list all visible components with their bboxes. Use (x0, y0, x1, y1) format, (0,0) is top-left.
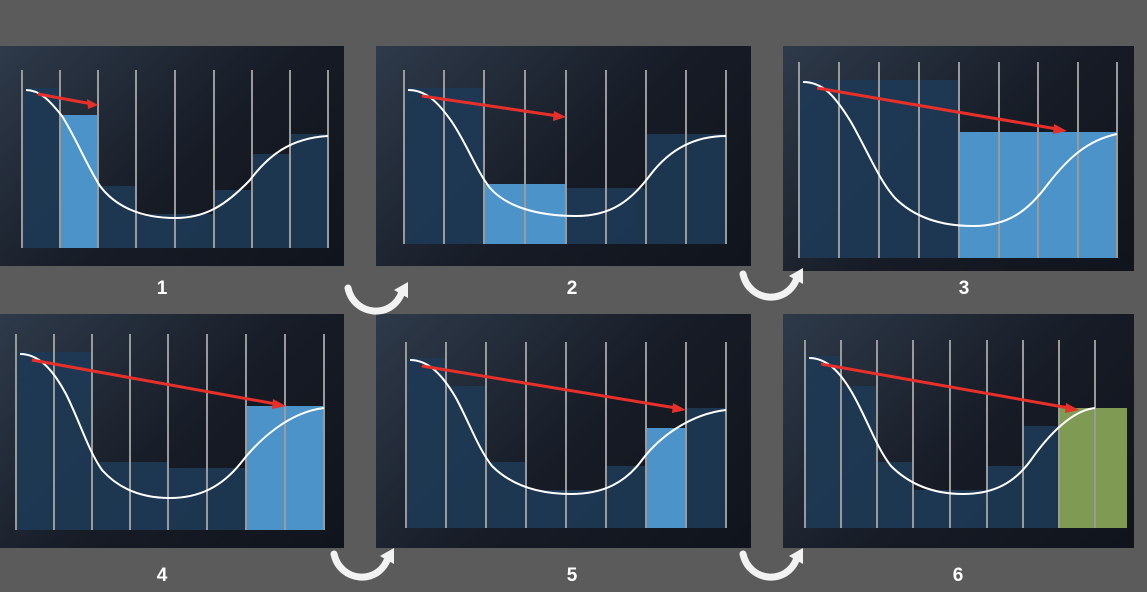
arrow-head (87, 99, 98, 109)
curved-arrow-icon (344, 282, 408, 315)
bar (446, 386, 486, 528)
step-panel-3 (783, 46, 1134, 271)
step-panel-4 (0, 314, 344, 548)
arrow-line (421, 94, 559, 118)
arrow-head (272, 399, 286, 409)
bar (98, 186, 136, 248)
highlighted-bar (646, 428, 686, 528)
grid-lines (804, 340, 1096, 528)
step-number-1: 1 (156, 278, 168, 299)
bars (22, 88, 328, 248)
arrow-head (553, 111, 566, 121)
arrow-head (1053, 124, 1067, 134)
panel-3-graphic (798, 62, 1118, 258)
bar (606, 466, 646, 528)
final-bar (1059, 408, 1127, 528)
bar (22, 88, 60, 248)
bar (1023, 426, 1059, 528)
bar (252, 154, 290, 248)
arrow-line (421, 364, 677, 410)
step-number-6: 6 (952, 565, 964, 586)
arrow-line (820, 362, 1070, 410)
step-number-5: 5 (566, 565, 578, 586)
panel-1-graphic (21, 70, 329, 248)
grid-lines (405, 342, 727, 528)
grid-lines (15, 334, 325, 530)
curve (407, 89, 727, 218)
curve (409, 359, 727, 496)
curve (19, 353, 325, 500)
arrow-head (672, 403, 686, 413)
highlighted-bar (60, 115, 98, 248)
bar (406, 358, 446, 528)
bar (214, 190, 252, 248)
step-panel-1 (0, 46, 344, 266)
bar (686, 408, 726, 528)
grid-lines (798, 62, 1118, 258)
arrow-line (31, 358, 277, 406)
step-number-2: 2 (566, 278, 578, 299)
step-panel-6 (783, 314, 1134, 548)
arrow-line (816, 86, 1058, 131)
bar (486, 462, 526, 528)
step-number-3: 3 (958, 278, 970, 299)
curve (25, 89, 329, 220)
panel-2-graphic (403, 70, 727, 244)
curve (802, 81, 1118, 228)
bars (805, 356, 1059, 528)
panel-5-graphic (405, 342, 727, 528)
bar (877, 462, 913, 528)
bar (841, 386, 877, 528)
panel-6-graphic (804, 340, 1127, 528)
curved-arrow-icon (330, 548, 394, 581)
curved-arrow-icon (739, 548, 803, 581)
curved-arrow-icon (739, 268, 803, 301)
step-panel-5 (376, 314, 751, 548)
step-number-4: 4 (156, 565, 168, 586)
curve (808, 357, 1096, 496)
step-panel-2 (376, 46, 751, 266)
bar (805, 356, 841, 528)
bar (290, 134, 328, 248)
bars (406, 358, 726, 528)
arrow-line (37, 92, 93, 106)
panel-4-graphic (15, 334, 325, 530)
arrow-head (1065, 403, 1079, 413)
